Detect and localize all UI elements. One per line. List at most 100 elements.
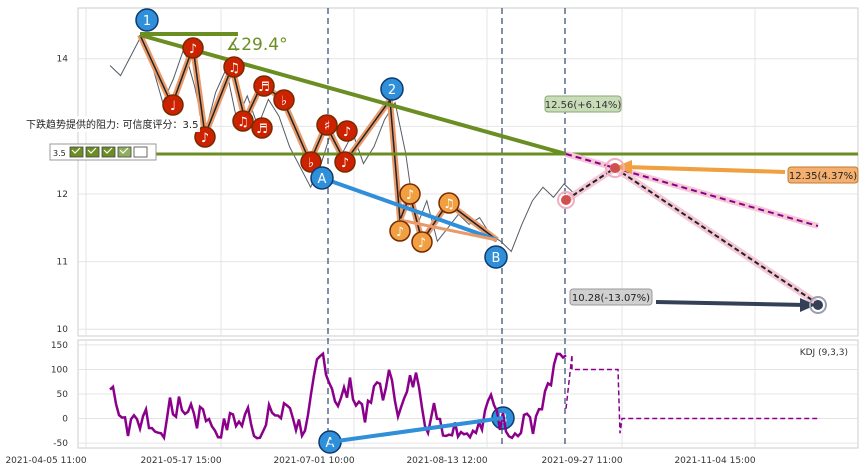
music-note-icon: ♪: [389, 220, 411, 242]
target-mid-label: 12.35(4.37%): [789, 171, 857, 182]
forecast-start-ring: [557, 191, 575, 209]
svg-text:♬: ♬: [258, 80, 270, 95]
kdj-y-ticks: -50 0 50 100 150: [51, 341, 68, 449]
downtrend-resistance-line: [139, 33, 567, 156]
music-note-icon: ♫: [232, 110, 254, 132]
music-note-icon: ♭: [273, 89, 295, 111]
x-tick-label: 2021-08-13 12:00: [406, 456, 487, 466]
price-y-tick-label: 10: [57, 325, 69, 335]
x-tick-label: 2021-04-05 11:00: [5, 456, 86, 466]
svg-text:♫: ♫: [443, 197, 455, 212]
svg-text:♫: ♫: [237, 115, 249, 130]
x-tick-label: 2021-05-17 15:00: [140, 456, 221, 466]
resistance-bg: [24, 116, 200, 132]
wave-label-badge: B: [484, 245, 508, 269]
svg-text:♪: ♪: [406, 188, 414, 203]
svg-text:♪: ♪: [396, 225, 404, 240]
wave-a-b-line: [321, 176, 498, 242]
svg-text:♫: ♫: [228, 61, 240, 76]
price-y-tick-label: 11: [57, 258, 68, 268]
wave-label-text: A: [318, 172, 327, 187]
forecast-lower-line: [614, 167, 819, 305]
wave-label-badge: 2: [380, 77, 404, 101]
target-up-box: 12.56(+6.14%): [544, 95, 622, 113]
music-note-markers: ♩ ♪ ♪ ♫ ♫ ♬ ♬ ♭ ♭ ♯ ♪ ♪ ♪ ♪ ♪ ♫: [162, 37, 460, 253]
kdj-y-tick-label: 0: [62, 415, 68, 425]
kdj-y-tick-label: 150: [51, 341, 68, 351]
svg-text:♪: ♪: [341, 156, 349, 171]
wave-label-badge: A: [310, 166, 334, 190]
target-up-bg: [544, 95, 622, 113]
star-rating-icon: [69, 146, 148, 158]
svg-text:♪: ♪: [201, 131, 209, 146]
price-y-ticks: 1011121314: [57, 55, 69, 336]
wave-label-text: B: [492, 251, 501, 266]
target-mid-bg: [787, 166, 859, 184]
target-mid-box: 12.35(4.37%): [787, 166, 859, 184]
angle-annotation: ∡29.4°: [226, 35, 288, 55]
music-note-icon: ♫: [438, 192, 460, 214]
resistance-text: 下跌趋势提供的阻力: 可信度评分：3.5: [26, 118, 198, 131]
svg-text:♬: ♬: [256, 122, 268, 137]
target-down-arrowhead: [800, 298, 816, 312]
music-note-icon: ♪: [334, 151, 356, 173]
svg-text:♪: ♪: [189, 42, 197, 57]
svg-text:♭: ♭: [308, 156, 314, 171]
kdj-y-tick-label: 100: [51, 365, 68, 375]
music-note-icon: ♪: [411, 231, 433, 253]
kdj-wave-label-text: A: [326, 436, 335, 451]
music-note-icon: ♪: [399, 183, 421, 205]
svg-text:♩: ♩: [170, 99, 176, 114]
target-up-label: 12.56(+6.14%): [545, 100, 622, 111]
wave-label-badge: 1: [135, 8, 159, 32]
star-icon: [85, 146, 100, 158]
music-note-icon: ♬: [251, 117, 273, 139]
forecast-start-dot: [561, 195, 571, 205]
star-icon: [117, 146, 132, 158]
rating-value: 3.5: [53, 149, 66, 158]
svg-text:♪: ♪: [418, 236, 426, 251]
kdj-series-line: [109, 351, 567, 442]
kdj-panel: -50 0 50 100 150 KDJ (9,3,3): [51, 339, 859, 449]
target-down-box: 10.28(-13.07%): [569, 288, 653, 306]
x-tick-label: 2021-09-27 11:00: [541, 456, 622, 466]
price-y-tick-label: 12: [57, 190, 68, 200]
target-down-arrow: [655, 300, 807, 307]
music-note-icon: ♫: [223, 56, 245, 78]
wave-label-text: 2: [388, 83, 396, 98]
forecast-end-dot: [813, 300, 823, 310]
music-note-icon: ♪: [182, 37, 204, 59]
star-icon: [133, 146, 148, 158]
x-axis-ticks: 2021-04-05 11:00 2021-05-17 15:00 2021-07-…: [5, 456, 755, 466]
star-icon: [101, 146, 116, 158]
target-down-bg: [569, 288, 653, 306]
svg-text:♯: ♯: [324, 119, 330, 134]
music-note-icon: ♬: [253, 75, 275, 97]
forecast-end-ring: [809, 296, 827, 314]
target-mid-arrow: [624, 165, 786, 174]
kdj-y-tick-label: 50: [57, 390, 69, 400]
forecast-projections: [557, 151, 827, 314]
target-down-label: 10.28(-13.07%): [572, 293, 650, 304]
star-icon: [69, 146, 84, 158]
svg-text:♪: ♪: [343, 125, 351, 140]
music-note-icon: ♯: [316, 114, 338, 136]
rating-badge: 3.5: [49, 143, 157, 161]
x-tick-label: 2021-11-04 15:00: [674, 456, 755, 466]
svg-text:♭: ♭: [281, 94, 287, 109]
forecast-mid-dot: [610, 163, 620, 173]
forecast-mid-ring: [605, 158, 625, 178]
wave-a-b-highlight: [399, 218, 498, 242]
kdj-wave-a-b-line: [329, 416, 504, 444]
wave-vertical-markers: [327, 8, 566, 448]
kdj-forecast-line: [565, 354, 820, 434]
music-note-icon: ♩: [162, 94, 184, 116]
resistance-annotation: 下跌趋势提供的阻力: 可信度评分：3.5: [24, 116, 200, 132]
x-tick-label: 2021-07-01 10:00: [273, 456, 354, 466]
wave-labels: 12ABAB: [135, 8, 515, 454]
kdj-y-tick-label: -50: [53, 439, 68, 449]
kdj-indicator-label: KDJ (9,3,3): [800, 348, 848, 358]
forecast-upper-line: [565, 153, 819, 227]
music-note-icon: ♪: [336, 120, 358, 142]
